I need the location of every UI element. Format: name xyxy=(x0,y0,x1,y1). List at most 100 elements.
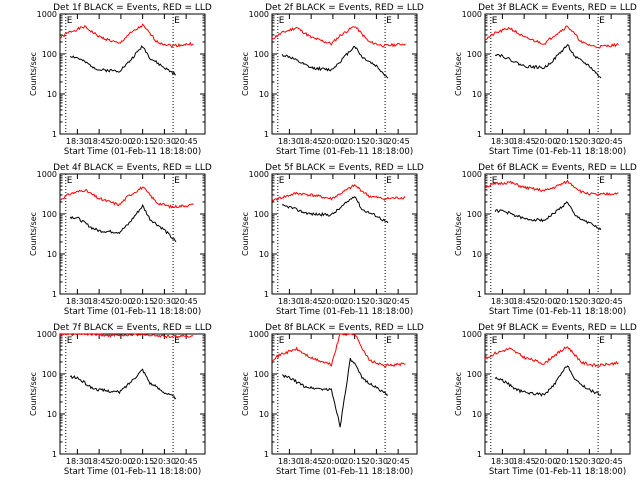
x-tick-label: 20:15 xyxy=(131,297,154,306)
y-tick-label: 1 xyxy=(264,450,269,459)
events-series-line xyxy=(69,368,177,400)
lld-series-line xyxy=(484,25,619,49)
y-tick-label: 1 xyxy=(52,450,57,459)
chart-title: Det 9f BLACK = Events, RED = LLD xyxy=(478,323,637,333)
x-tick-label: 20:30 xyxy=(578,297,601,306)
x-tick-label: 18:45 xyxy=(300,297,323,306)
x-tick-label: 20:30 xyxy=(365,137,388,146)
y-tick-label: 100 xyxy=(254,210,269,219)
y-tick-label: 10 xyxy=(47,410,57,419)
x-tick-label: 20:00 xyxy=(321,137,344,146)
y-tick-label: 10 xyxy=(472,410,482,419)
events-series-line xyxy=(69,203,177,243)
lld-series-line xyxy=(59,332,194,339)
y-tick-label: 10 xyxy=(47,90,57,99)
y-tick-label: 100 xyxy=(42,50,57,59)
y-tick-label: 100 xyxy=(467,210,482,219)
y-axis-label: Counts/sec xyxy=(29,212,38,256)
y-tick-label: 100 xyxy=(254,370,269,379)
x-tick-label: 20:45 xyxy=(175,137,198,146)
chart-title: Det 6f BLACK = Events, RED = LLD xyxy=(478,163,637,173)
lld-series-line xyxy=(271,26,406,48)
event-marker-label: E xyxy=(279,176,285,186)
y-tick-label: 1 xyxy=(477,130,482,139)
event-marker-label: E xyxy=(279,16,285,26)
x-tick-label: 18:30 xyxy=(278,137,301,146)
x-tick-label: 20:45 xyxy=(600,297,623,306)
y-tick-label: 10 xyxy=(47,250,57,259)
events-series-line xyxy=(281,358,389,428)
chart-title: Det 8f BLACK = Events, RED = LLD xyxy=(265,323,424,333)
lld-series-line xyxy=(484,179,619,196)
y-tick-label: 10 xyxy=(472,90,482,99)
event-marker-label: E xyxy=(174,336,180,346)
chart-panel: Det 6f BLACK = Events, RED = LLD 1 10 100 10… xyxy=(454,163,637,317)
event-marker-label: E xyxy=(599,336,605,346)
x-tick-label: 20:30 xyxy=(365,297,388,306)
y-tick-label: 100 xyxy=(467,370,482,379)
lld-series-line xyxy=(271,333,406,368)
chart-title: Det 5f BLACK = Events, RED = LLD xyxy=(265,163,424,173)
y-axis-label: Counts/sec xyxy=(241,372,250,416)
x-tick-label: 20:45 xyxy=(387,457,410,466)
chart-panel: Det 1f BLACK = Events, RED = LLD 1 10 100 10… xyxy=(29,3,212,157)
y-axis-label: Counts/sec xyxy=(454,52,463,96)
x-tick-label: 20:45 xyxy=(600,457,623,466)
x-tick-label: 20:45 xyxy=(175,297,198,306)
x-axis-label: Start Time (01-Feb-11 18:18:00) xyxy=(489,147,626,157)
x-tick-label: 18:30 xyxy=(66,137,89,146)
x-axis-label: Start Time (01-Feb-11 18:18:00) xyxy=(64,467,201,477)
x-tick-label: 20:00 xyxy=(321,457,344,466)
y-tick-label: 100 xyxy=(254,50,269,59)
chart-title: Det 2f BLACK = Events, RED = LLD xyxy=(265,3,424,13)
chart-title: Det 3f BLACK = Events, RED = LLD xyxy=(478,3,637,13)
plot-frame xyxy=(271,173,418,295)
x-tick-label: 18:45 xyxy=(513,297,536,306)
x-axis-label: Start Time (01-Feb-11 18:18:00) xyxy=(276,307,413,317)
event-marker-label: E xyxy=(386,16,392,26)
x-axis-label: Start Time (01-Feb-11 18:18:00) xyxy=(64,147,201,157)
y-tick-label: 1000 xyxy=(249,330,269,339)
y-tick-label: 10 xyxy=(472,250,482,259)
y-axis-label: Counts/sec xyxy=(241,212,250,256)
x-tick-label: 20:00 xyxy=(534,457,557,466)
events-series-line xyxy=(282,196,389,224)
x-tick-label: 18:45 xyxy=(513,457,536,466)
y-axis-label: Counts/sec xyxy=(454,372,463,416)
chart-panel: Det 3f BLACK = Events, RED = LLD 1 10 100 10… xyxy=(454,3,637,157)
x-tick-label: 20:30 xyxy=(365,457,388,466)
y-tick-label: 1000 xyxy=(462,10,482,19)
chart-title: Det 4f BLACK = Events, RED = LLD xyxy=(53,163,212,173)
lld-series-line xyxy=(59,186,194,209)
x-tick-label: 18:30 xyxy=(491,297,514,306)
event-marker-label: E xyxy=(386,336,392,346)
y-tick-label: 1000 xyxy=(249,170,269,179)
y-tick-label: 1000 xyxy=(249,10,269,19)
plot-frame xyxy=(271,333,418,455)
x-tick-label: 20:00 xyxy=(534,137,557,146)
event-marker-label: E xyxy=(386,176,392,186)
x-tick-label: 18:45 xyxy=(88,137,111,146)
lld-series-line xyxy=(59,23,194,49)
x-axis-label: Start Time (01-Feb-11 18:18:00) xyxy=(276,147,413,157)
event-marker-label: E xyxy=(67,336,73,346)
event-marker-label: E xyxy=(492,16,498,26)
events-series-line xyxy=(281,45,389,79)
y-axis-label: Counts/sec xyxy=(29,52,38,96)
x-tick-label: 18:30 xyxy=(278,457,301,466)
x-tick-label: 20:30 xyxy=(578,457,601,466)
plot-frame xyxy=(484,13,631,135)
y-tick-label: 1 xyxy=(52,130,57,139)
x-tick-label: 20:30 xyxy=(153,137,176,146)
x-tick-label: 20:00 xyxy=(109,457,132,466)
event-marker-label: E xyxy=(67,16,73,26)
x-tick-label: 20:45 xyxy=(387,137,410,146)
x-axis-label: Start Time (01-Feb-11 18:18:00) xyxy=(489,467,626,477)
x-tick-label: 20:15 xyxy=(343,137,366,146)
x-tick-label: 20:45 xyxy=(600,137,623,146)
chart-panel: Det 5f BLACK = Events, RED = LLD 1 10 100 10… xyxy=(241,163,424,317)
chart-title: Det 7f BLACK = Events, RED = LLD xyxy=(53,323,212,333)
x-tick-label: 18:30 xyxy=(66,457,89,466)
y-tick-label: 10 xyxy=(259,250,269,259)
